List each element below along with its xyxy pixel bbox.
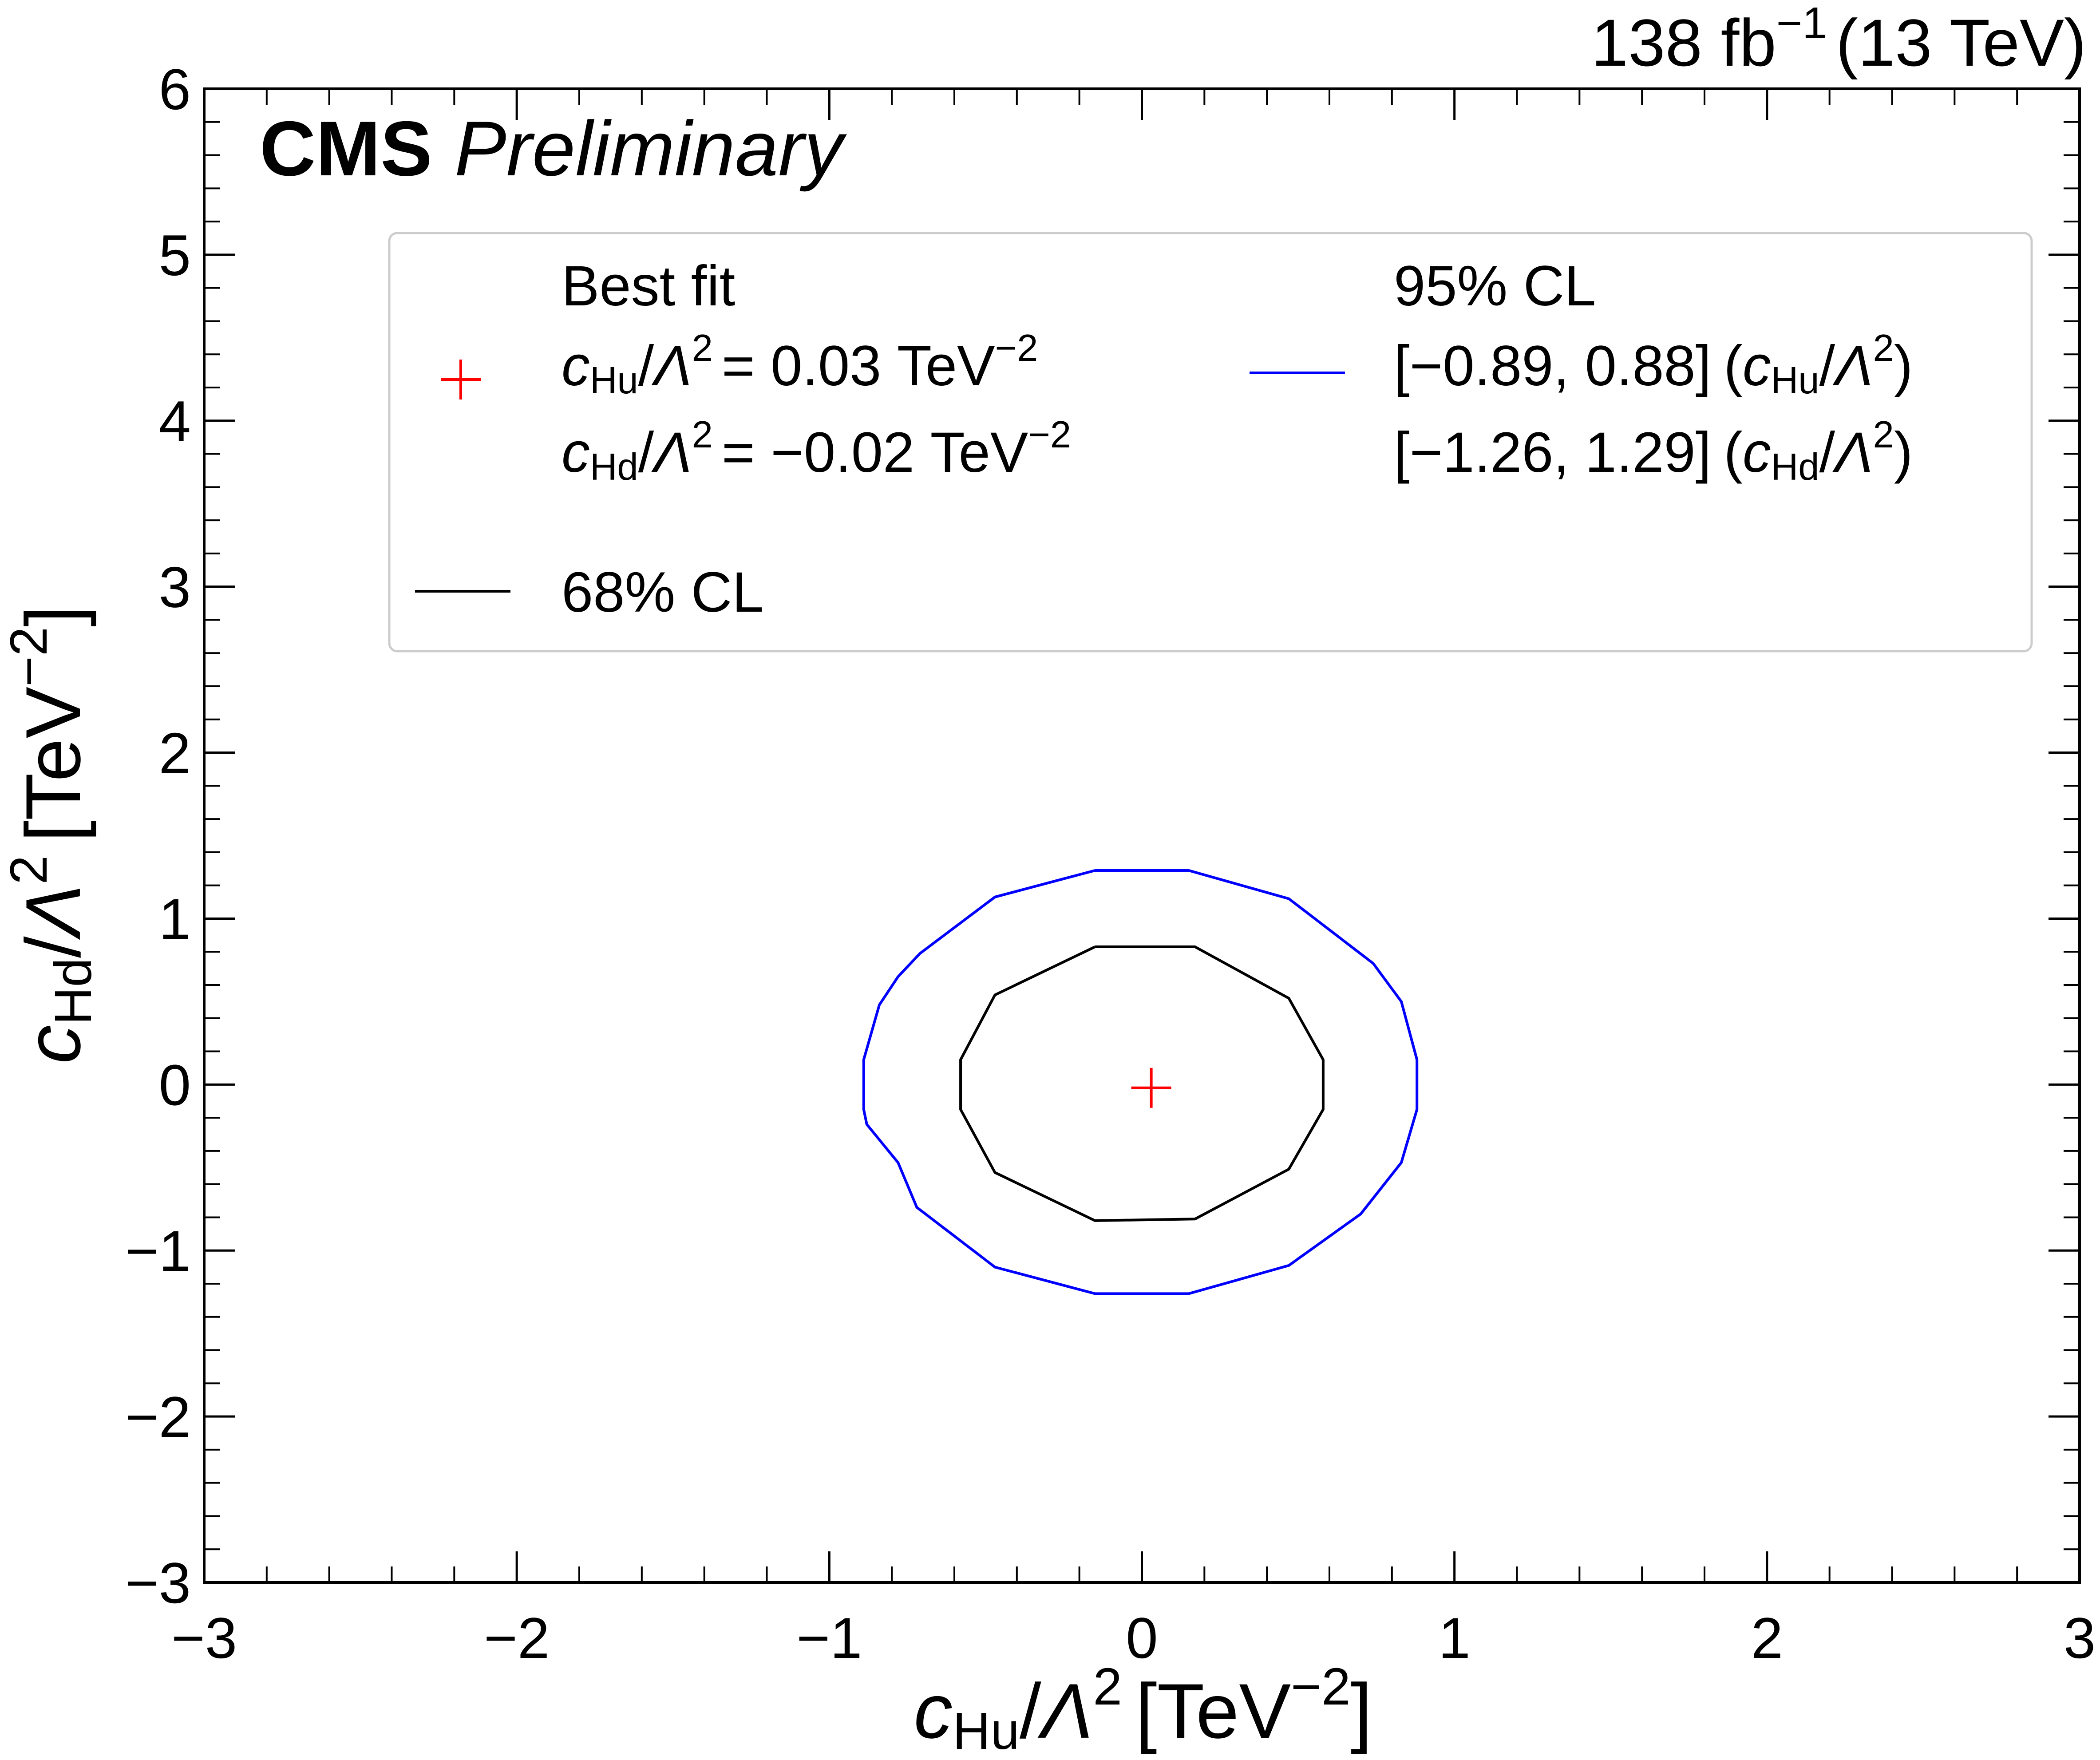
x-tick-label: −3 (171, 1606, 237, 1670)
y-tick-label: −3 (125, 1550, 191, 1615)
y-tick-label: 3 (159, 555, 191, 620)
legend-95cl-title: 95% CL (1394, 254, 1596, 318)
luminosity-label: 138 fb−1 (13 TeV) (1591, 0, 2086, 80)
legend-95cl-hd-interval: [−1.26, 1.29] (cHd/Λ2) (1394, 414, 1913, 488)
legend-best-fit-marker (441, 360, 481, 399)
x-tick-label: 3 (2064, 1606, 2096, 1670)
contour-95cl (862, 869, 1419, 1295)
y-tick-label: 1 (159, 886, 191, 951)
x-tick-label: −2 (484, 1606, 550, 1670)
axis-tick-labels: −3 −2 −1 0 1 2 3 −3 −2 −1 0 1 2 3 4 5 6 (125, 57, 2096, 1670)
legend-95cl-hu-interval: [−0.89, 0.88] (cHu/Λ2) (1394, 327, 1913, 402)
cms-label: CMS Preliminary (260, 106, 847, 192)
legend-68cl-title: 68% CL (562, 561, 763, 624)
y-tick-label: 4 (159, 389, 191, 454)
x-tick-label: 0 (1126, 1606, 1158, 1670)
y-tick-label: −1 (125, 1218, 191, 1283)
contour-68cl (959, 945, 1325, 1222)
y-tick-label: −2 (125, 1384, 191, 1449)
y-tick-label: 6 (159, 57, 191, 122)
axis-ticks (203, 87, 2081, 1584)
y-tick-label: 5 (159, 223, 191, 288)
best-fit-marker (1131, 1068, 1171, 1108)
legend-best-fit-hd: cHd/Λ2 = −0.02 TeV−2 (562, 414, 1071, 488)
x-axis-title: cHu/Λ2 [TeV−2] (914, 1657, 1372, 1760)
x-tick-label: 2 (1751, 1606, 1783, 1670)
y-axis-title-group: cHd/Λ2[TeV−2] (0, 605, 103, 1064)
y-tick-label: 2 (159, 721, 191, 786)
y-axis-title: cHd/Λ2[TeV−2] (0, 605, 103, 1064)
legend-box (388, 232, 2033, 653)
legend-best-fit-hu: cHu/Λ2 = 0.03 TeV−2 (562, 327, 1038, 402)
x-tick-label: −1 (796, 1606, 862, 1670)
legend-best-fit-title: Best fit (562, 254, 735, 318)
x-tick-label: 1 (1439, 1606, 1471, 1670)
contours (862, 869, 1419, 1295)
y-tick-label: 0 (159, 1052, 191, 1117)
